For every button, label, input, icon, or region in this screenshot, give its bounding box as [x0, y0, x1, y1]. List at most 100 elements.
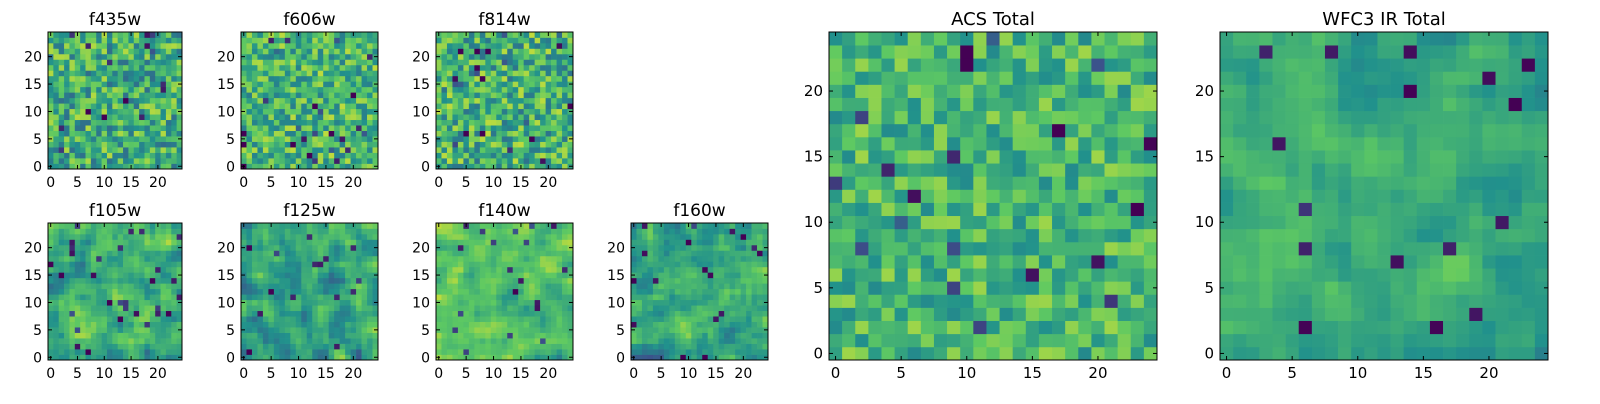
heatmap-cell — [568, 87, 574, 93]
heatmap-cell — [524, 37, 530, 43]
heatmap-cell — [535, 76, 541, 82]
heatmap-cell — [96, 131, 102, 137]
heatmap-cell — [551, 120, 557, 126]
heatmap-cell — [150, 59, 156, 65]
heatmap-cell — [301, 278, 307, 284]
heatmap-cell — [557, 344, 563, 350]
heatmap-cell — [441, 81, 447, 87]
heatmap-cell — [1404, 268, 1417, 281]
heatmap-cell — [562, 164, 568, 170]
heatmap-cell — [246, 120, 252, 126]
heatmap-cell — [947, 111, 960, 124]
heatmap-cell — [1000, 45, 1013, 58]
heatmap-cell — [356, 59, 362, 65]
heatmap-cell — [1417, 334, 1430, 347]
heatmap-cell — [447, 109, 453, 115]
heatmap-cell — [64, 355, 70, 361]
heatmap-cell — [123, 59, 129, 65]
heatmap-cell — [568, 349, 574, 355]
heatmap-cell — [75, 59, 81, 65]
heatmap-cell — [551, 294, 557, 300]
heatmap-cell — [1404, 137, 1417, 150]
heatmap-cell — [263, 114, 269, 120]
heatmap-cell — [551, 349, 557, 355]
heatmap-cell — [177, 76, 183, 82]
heatmap-cell — [334, 283, 340, 289]
heatmap-cell — [1509, 216, 1522, 229]
heatmap-cell — [53, 125, 59, 131]
heatmap-cell — [1286, 45, 1299, 58]
heatmap-cell — [75, 349, 81, 355]
heatmap-cell — [290, 98, 296, 104]
heatmap-cell — [1026, 308, 1039, 321]
heatmap-cell — [518, 158, 524, 164]
heatmap-cell — [80, 153, 86, 159]
y-tick-label: 5 — [813, 279, 823, 297]
heatmap-cell — [107, 272, 113, 278]
heatmap-cell — [274, 344, 280, 350]
heatmap-cell — [59, 294, 65, 300]
heatmap-cell — [367, 344, 373, 350]
heatmap-cell — [447, 48, 453, 54]
heatmap-cell — [1039, 308, 1052, 321]
heatmap-cell — [356, 278, 362, 284]
x-tick-label: 15 — [317, 175, 335, 191]
heatmap-cell — [171, 65, 177, 71]
heatmap-cell — [268, 311, 274, 317]
heatmap-cell — [551, 131, 557, 137]
heatmap-cell — [1299, 308, 1312, 321]
heatmap-cell — [934, 321, 947, 334]
heatmap-cell — [91, 338, 97, 344]
heatmap-cell — [868, 203, 881, 216]
heatmap-cell — [128, 234, 134, 240]
heatmap-cell — [102, 245, 108, 251]
heatmap-cell — [263, 32, 269, 38]
heatmap-cell — [469, 48, 475, 54]
heatmap-cell — [107, 147, 113, 153]
heatmap-cell — [1065, 137, 1078, 150]
heatmap-cell — [1246, 58, 1259, 71]
heatmap-cell — [921, 308, 934, 321]
heatmap-cell — [285, 228, 291, 234]
heatmap-cell — [1377, 111, 1390, 124]
heatmap-cell — [362, 158, 368, 164]
heatmap-cell — [1078, 203, 1091, 216]
heatmap-cell — [102, 278, 108, 284]
heatmap-cell — [518, 147, 524, 153]
heatmap-cell — [502, 158, 508, 164]
heatmap-cell — [1509, 98, 1522, 111]
heatmap-cell — [279, 37, 285, 43]
heatmap-cell — [529, 164, 535, 170]
heatmap-cell — [1131, 58, 1144, 71]
heatmap-cell — [524, 125, 530, 131]
heatmap-cell — [973, 308, 986, 321]
heatmap-cell — [546, 311, 552, 317]
heatmap-cell — [274, 333, 280, 339]
heatmap-cell — [881, 163, 894, 176]
heatmap-cell — [301, 125, 307, 131]
heatmap-cell — [307, 355, 313, 361]
heatmap-cell — [447, 81, 453, 87]
heatmap-cell — [1377, 216, 1390, 229]
heatmap-cell — [842, 32, 855, 45]
heatmap-cell — [1039, 255, 1052, 268]
heatmap-cell — [447, 125, 453, 131]
heatmap-cell — [48, 261, 54, 267]
heatmap-cell — [91, 311, 97, 317]
heatmap-cell — [96, 103, 102, 109]
heatmap-cell — [150, 114, 156, 120]
heatmap-cell — [513, 136, 519, 142]
heatmap-cell — [96, 305, 102, 311]
heatmap-cell — [842, 281, 855, 294]
heatmap-cell — [290, 37, 296, 43]
heatmap-cell — [257, 239, 263, 245]
heatmap-cell — [842, 150, 855, 163]
heatmap-cell — [334, 250, 340, 256]
heatmap-cell — [485, 81, 491, 87]
heatmap-cell — [513, 65, 519, 71]
heatmap-cell — [59, 54, 65, 60]
heatmap-cell — [895, 268, 908, 281]
heatmap-cell — [1233, 334, 1246, 347]
heatmap-cell — [252, 87, 258, 93]
heatmap-cell — [144, 261, 150, 267]
